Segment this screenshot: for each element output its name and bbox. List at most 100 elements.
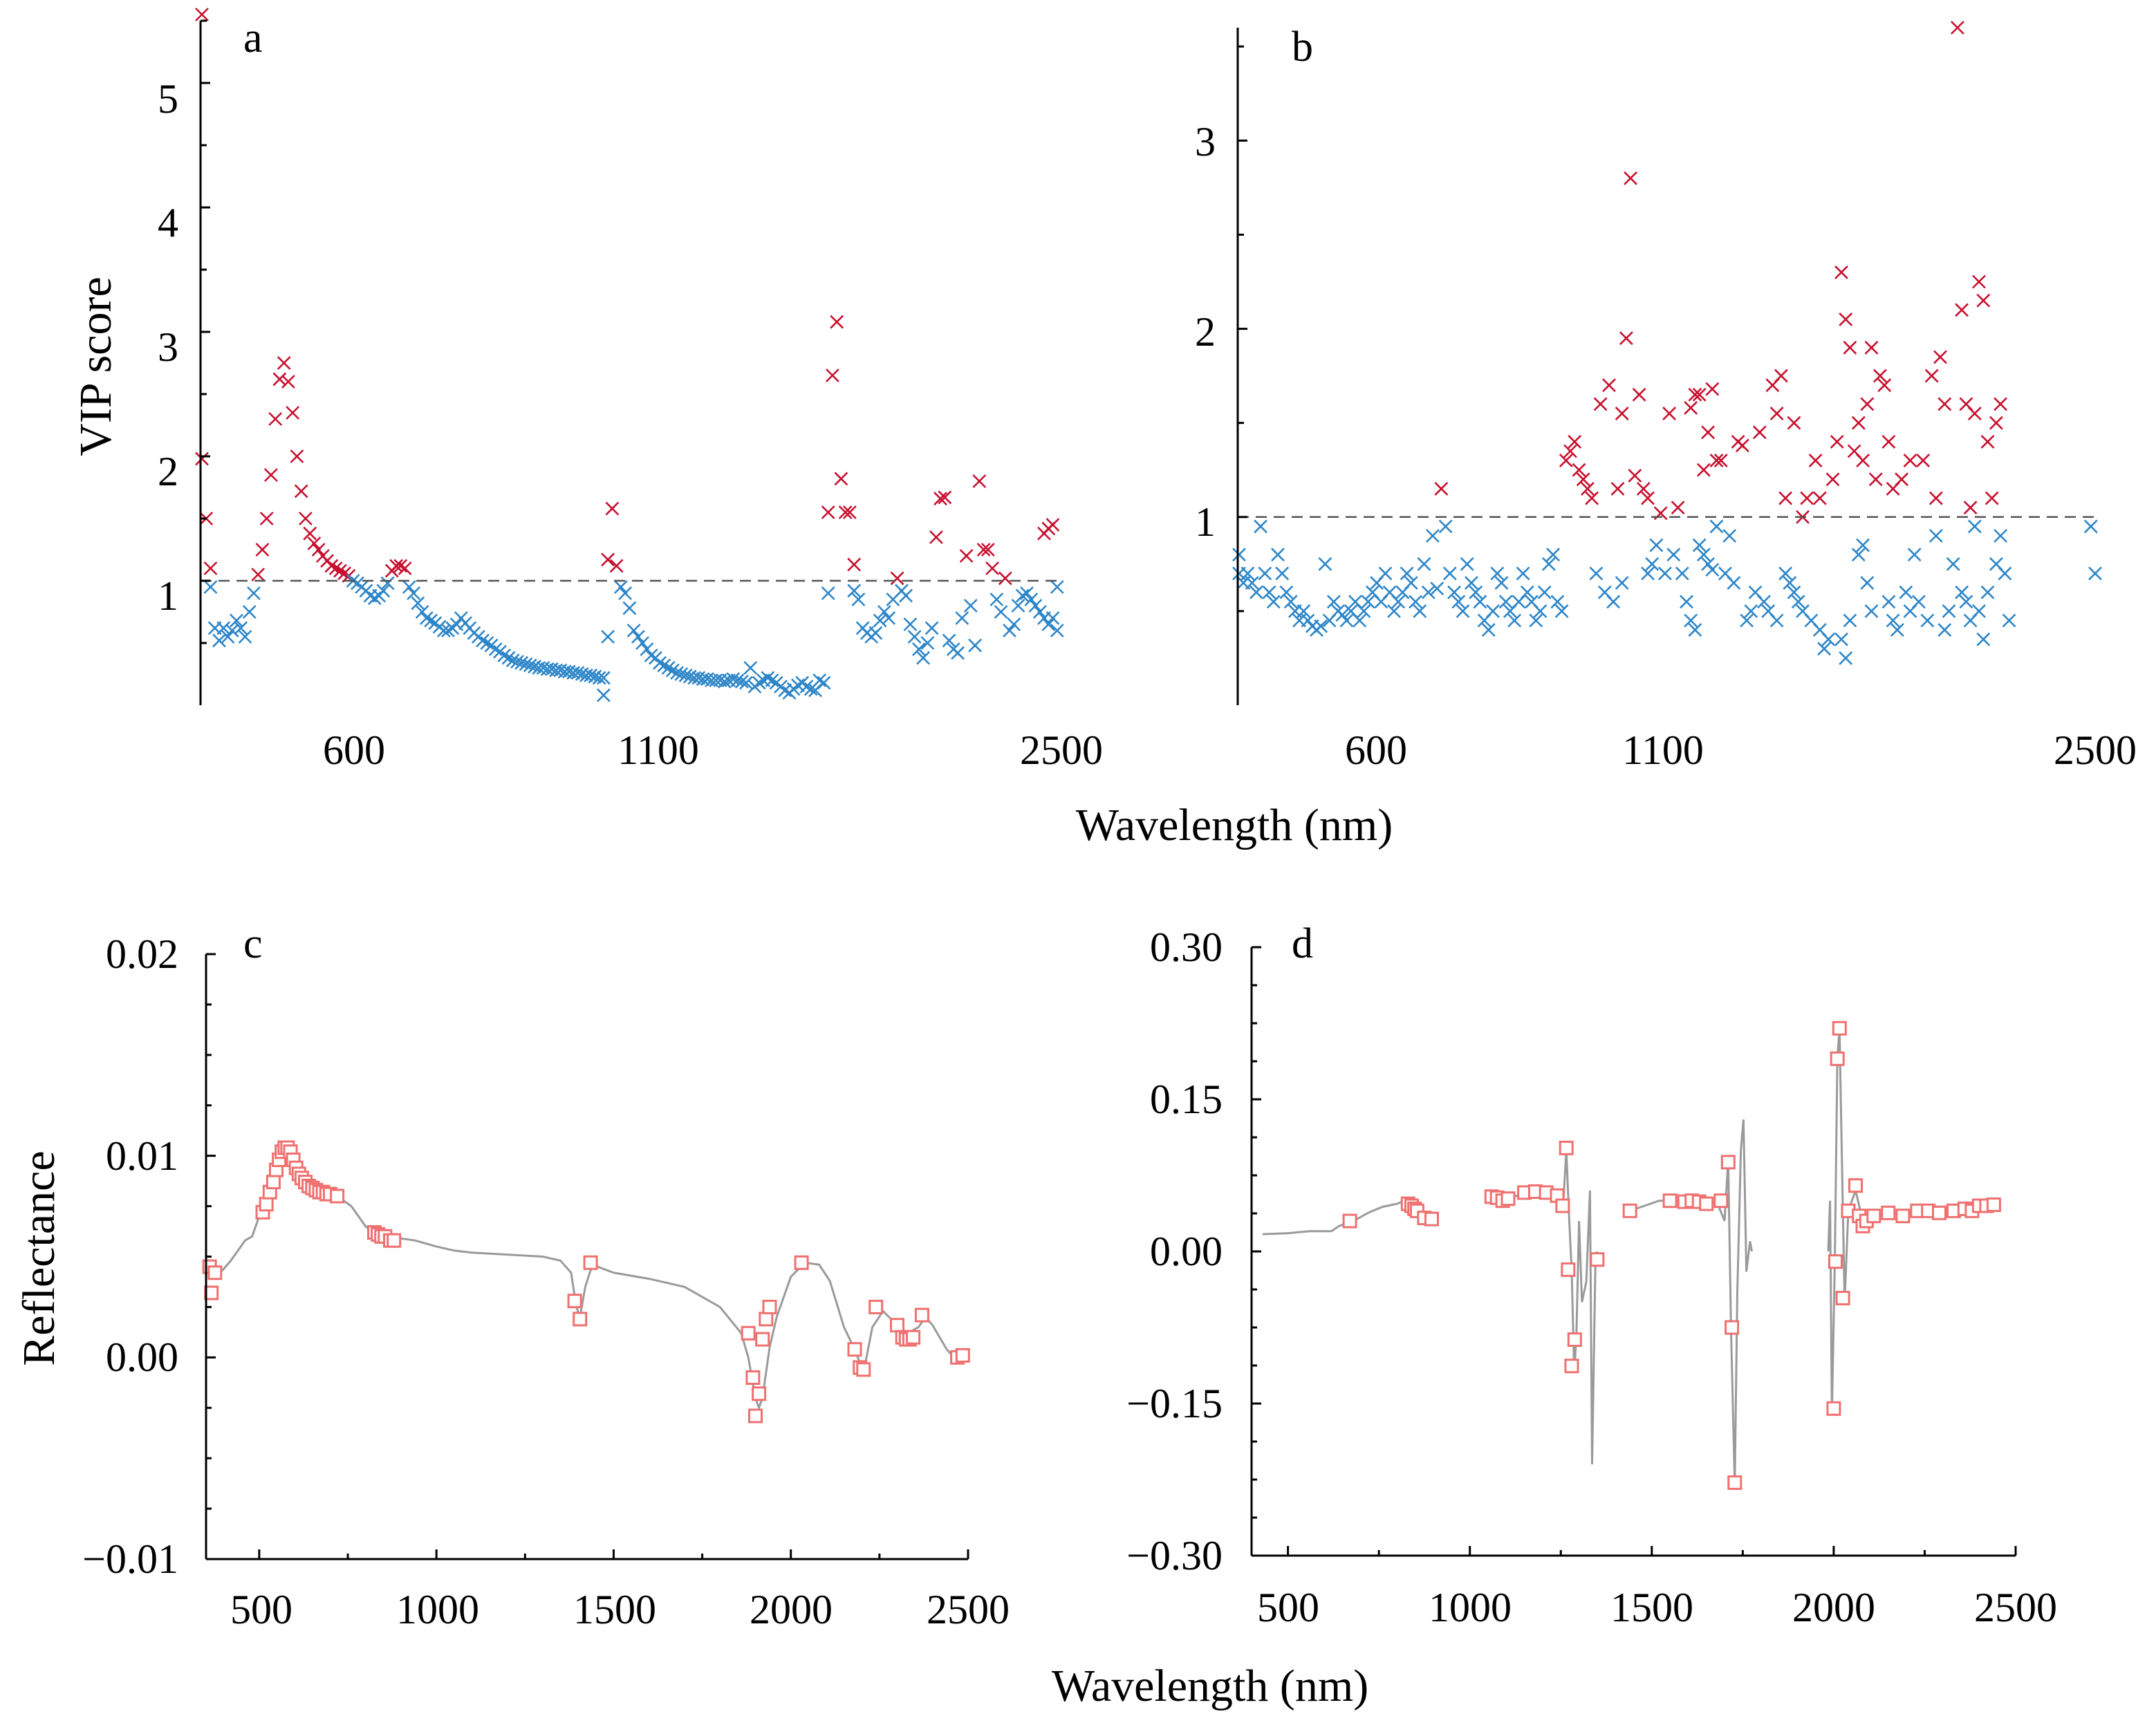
vip-high-point (1895, 472, 1909, 487)
panel-d-y-tick-label: 0.00 (1150, 1229, 1223, 1274)
panel-d-x-axis-title: Wavelength (nm) (1052, 1661, 1368, 1711)
vip-high-point (1580, 481, 1595, 496)
panel-b-ticks (1238, 45, 1247, 613)
vip-high-point (1868, 472, 1883, 487)
vip-low-point (407, 586, 421, 600)
vip-high-point (609, 559, 624, 573)
vip-high-point (998, 571, 1012, 586)
vip-low-point (419, 611, 434, 625)
panel-d-x-tick-label: 2000 (1792, 1585, 1875, 1630)
vip-high-point (1593, 397, 1608, 411)
vip-high-point (259, 512, 274, 525)
vip-low-point (661, 661, 676, 675)
vip-low-point (1787, 585, 1801, 599)
vip-low-point (626, 624, 641, 637)
vip-low-point (1460, 557, 1474, 571)
vip-high-point (1851, 416, 1866, 430)
panel-d: d 500 1000 1500 2000 2500 −0.30 −0.15 0.… (1052, 920, 2057, 1711)
vip-high-point (263, 468, 278, 482)
vip-high-point (1903, 454, 1917, 468)
selected-band-marker (1699, 1196, 1714, 1211)
selected-band-marker (1828, 1254, 1843, 1269)
selected-band-marker (583, 1255, 598, 1270)
vip-high-point (1881, 434, 1896, 449)
panel-c-x-tick-label: 1500 (573, 1587, 656, 1632)
vip-low-point (1778, 566, 1793, 581)
selected-band-marker (847, 1342, 862, 1357)
vip-high-point (1980, 434, 1995, 449)
spectrum-line (1629, 1119, 1753, 1485)
vip-low-point (238, 630, 252, 644)
vip-low-point (1464, 576, 1478, 590)
vip-high-point (1705, 382, 1720, 396)
selected-band-marker (1848, 1178, 1863, 1193)
panel-a-y-axis-title: VIP score (71, 277, 121, 456)
vip-high-point (1628, 468, 1642, 483)
vip-high-point (1434, 481, 1449, 496)
vip-low-point (717, 674, 732, 689)
vip-low-point (1864, 604, 1879, 618)
vip-high-point (1989, 416, 2003, 430)
vip-high-point (1671, 501, 1685, 515)
vip-high-point (303, 526, 317, 541)
vip-low-point (1003, 624, 1016, 637)
panel-d-plot-area (1262, 1020, 2001, 1490)
vip-low-point (1817, 642, 1832, 656)
vip-high-point (1808, 454, 1823, 468)
vip-low-point (1740, 613, 1754, 628)
vip-low-point (1972, 604, 1986, 618)
vip-low-point (1357, 604, 1371, 618)
vip-low-point (1486, 604, 1500, 618)
vip-low-point (1976, 632, 1991, 646)
vip-high-point (1602, 378, 1616, 393)
selected-band-marker (1662, 1193, 1678, 1209)
vip-low-point (402, 580, 416, 594)
vip-low-point (203, 580, 218, 594)
vip-high-point (1839, 312, 1853, 326)
selected-band-marker (955, 1348, 970, 1363)
vip-low-point (1967, 519, 1982, 534)
vip-low-point (1447, 585, 1462, 599)
vip-low-point (1709, 519, 1724, 534)
vip-high-point (1800, 491, 1814, 505)
vip-high-point (1632, 387, 1646, 402)
vip-high-point (1929, 491, 1943, 505)
vip-low-point (799, 680, 814, 693)
vip-low-point (1886, 613, 1900, 628)
vip-high-point (981, 543, 995, 557)
vip-low-point (221, 630, 235, 644)
vip-low-point (510, 655, 524, 669)
panel-b-x-tick-label: 2500 (2054, 727, 2137, 773)
vip-low-point (1701, 557, 1716, 571)
vip-low-point (1757, 595, 1771, 609)
vip-low-point (613, 580, 628, 594)
vip-low-point (1245, 576, 1259, 590)
panel-c: c 500 1000 1500 2000 2500 −0.01 0.00 0.0… (14, 920, 1010, 1632)
vip-high-point (1825, 472, 1840, 487)
vip-low-point (505, 653, 520, 668)
selected-band-marker (794, 1255, 809, 1270)
vip-low-point (1907, 548, 1922, 562)
vip-low-point (1339, 613, 1354, 628)
vip-low-point (1696, 548, 1711, 562)
vip-low-point (622, 601, 637, 615)
vip-low-point (424, 613, 438, 628)
vip-low-point (1946, 557, 1960, 571)
selected-band-marker (1622, 1203, 1637, 1218)
vip-low-point (812, 673, 827, 687)
vip-low-point (1275, 566, 1290, 581)
vip-low-point (1675, 566, 1689, 581)
vip-low-point (1442, 566, 1457, 581)
panel-d-y-tick-label: 0.15 (1150, 1076, 1223, 1122)
vip-low-point (968, 638, 983, 653)
vip-low-point (1929, 529, 1943, 543)
vip-high-point (985, 561, 1000, 575)
panel-b: b 600 1100 2500 1 2 3 Wavelength (nm) (1076, 21, 2137, 850)
vip-high-point (272, 372, 287, 386)
vip-low-point (1473, 595, 1487, 609)
vip-high-point (1585, 491, 1599, 505)
vip-low-point (1011, 599, 1025, 613)
vip-low-point (1041, 617, 1056, 631)
panel-b-label: b (1292, 24, 1313, 71)
panel-d-x-tick-label: 1500 (1610, 1585, 1693, 1630)
